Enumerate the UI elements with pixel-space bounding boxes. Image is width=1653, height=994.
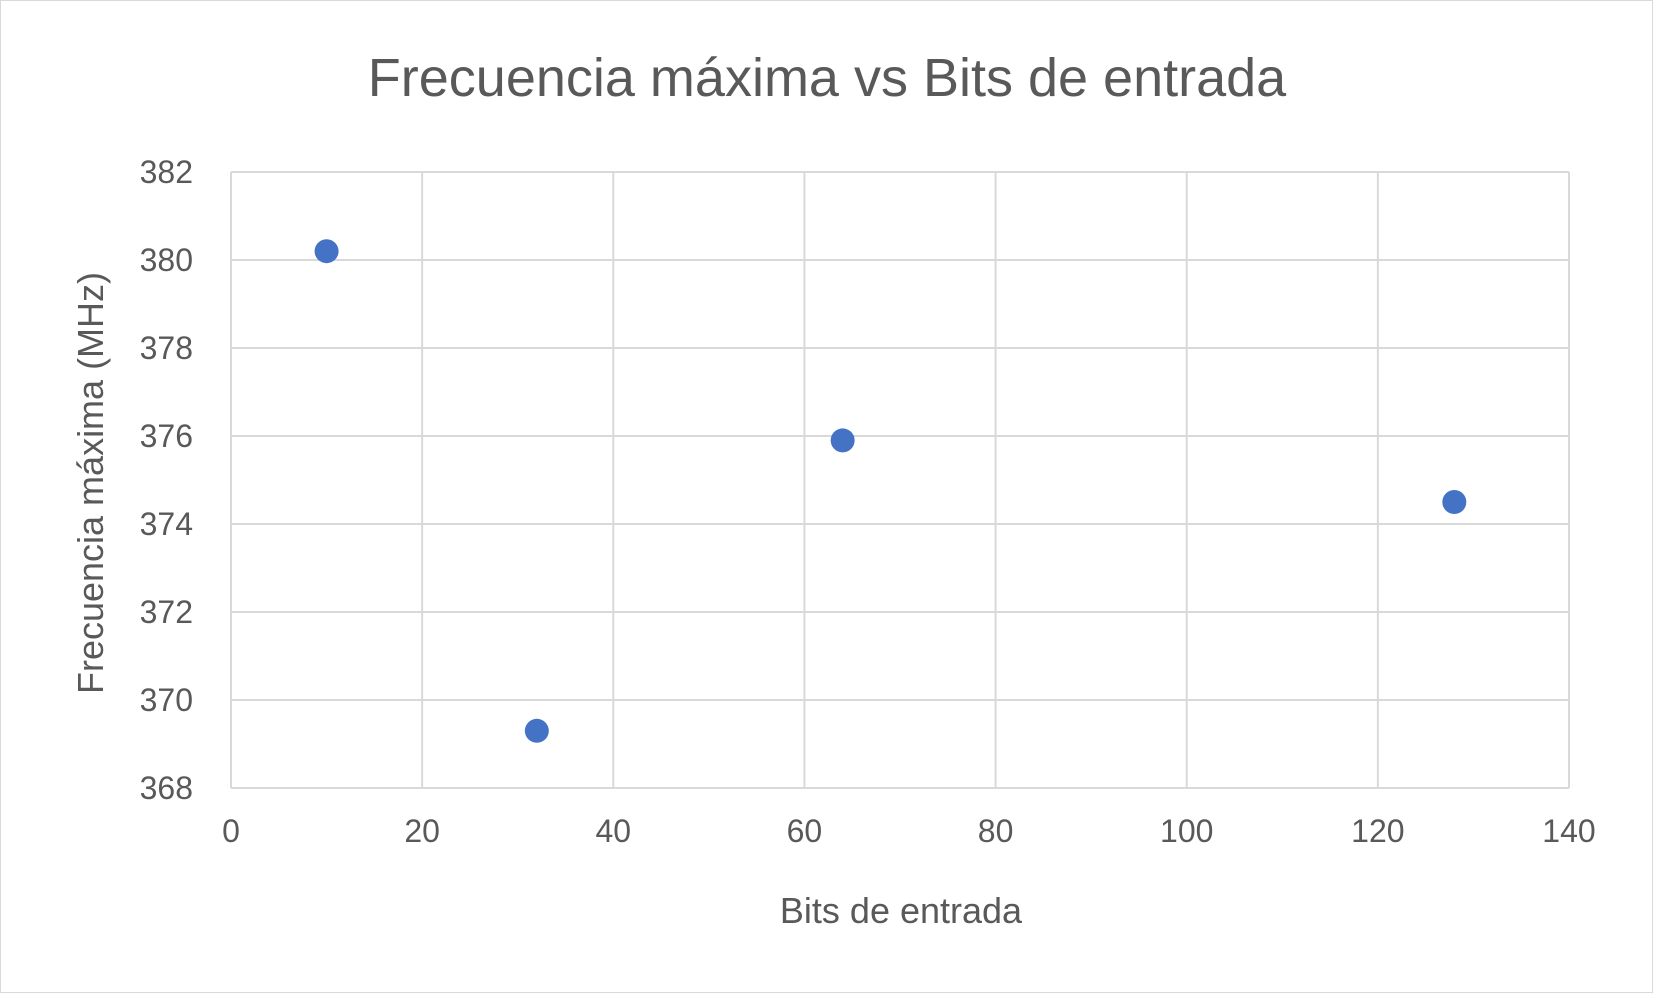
x-tick-label: 0 (222, 813, 240, 849)
y-tick-label: 378 (140, 330, 193, 366)
x-tick-label: 20 (404, 813, 440, 849)
x-axis-title: Bits de entrada (780, 890, 1023, 931)
chart-title: Frecuencia máxima vs Bits de entrada (368, 48, 1287, 108)
y-tick-label: 380 (140, 242, 193, 278)
y-tick-label: 376 (140, 418, 193, 454)
gridlines (230, 171, 1570, 789)
y-tick-label: 382 (140, 154, 193, 190)
x-tick-label: 80 (978, 813, 1014, 849)
data-point (314, 239, 339, 264)
y-tick-label: 374 (140, 506, 193, 542)
x-axis-ticks: 0 20 40 60 80 100 120 140 (222, 813, 1596, 849)
data-point (1442, 490, 1467, 514)
y-tick-label: 372 (140, 594, 193, 630)
data-point (524, 718, 549, 743)
y-tick-label: 368 (140, 770, 193, 806)
x-tick-label: 120 (1351, 813, 1404, 849)
data-points (314, 239, 1467, 743)
y-axis-ticks: 368 370 372 374 376 378 380 382 (140, 154, 193, 806)
y-tick-label: 370 (140, 682, 193, 718)
y-axis-title: Frecuencia máxima (MHz) (70, 272, 111, 694)
x-tick-label: 40 (595, 813, 631, 849)
x-tick-label: 60 (787, 813, 823, 849)
x-tick-label: 140 (1542, 813, 1595, 849)
data-point (830, 428, 855, 453)
x-tick-label: 100 (1160, 813, 1213, 849)
